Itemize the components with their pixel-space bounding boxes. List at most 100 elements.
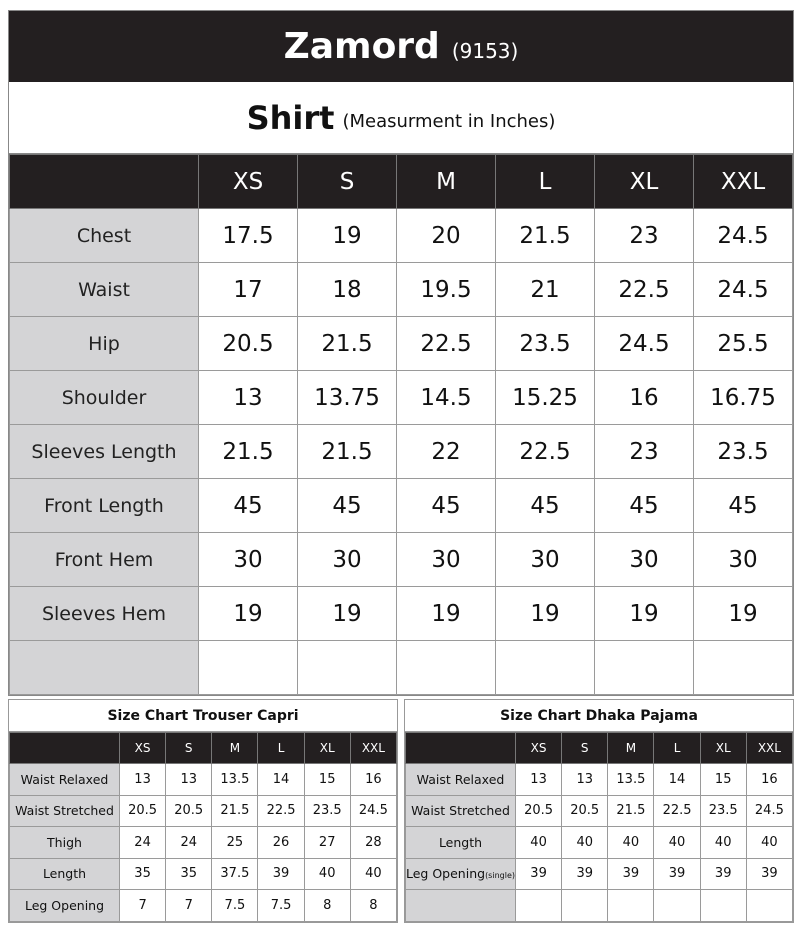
size-header: XS	[118, 732, 167, 764]
measurement-cell	[514, 889, 563, 922]
size-header: XXL	[349, 732, 398, 764]
measurement-cell: 13	[514, 763, 563, 796]
measurement-cell	[653, 889, 701, 922]
measurement-cell	[699, 889, 747, 922]
measurement-cell: 25	[211, 826, 259, 859]
header-blank	[9, 154, 199, 209]
measurement-cell: 19	[297, 208, 397, 263]
measurement-cell: 24.5	[745, 794, 794, 827]
measurement-cell: 7.5	[257, 889, 305, 922]
row-label-text: Thigh	[47, 834, 82, 850]
row-label-text: Waist Stretched	[411, 803, 510, 819]
measurement-cell: 30	[495, 532, 595, 587]
measurement-cell: 22.5	[396, 316, 496, 371]
row-label-note: (single)	[485, 871, 515, 881]
row-label-text: Leg Opening	[406, 866, 486, 882]
row-label-text: Waist Stretched	[15, 803, 114, 819]
measurement-cell: 45	[594, 478, 694, 533]
measurement-cell: 17.5	[198, 208, 298, 263]
measurement-cell: 45	[495, 478, 595, 533]
measurement-cell: 37.5	[211, 857, 259, 890]
measurement-cell	[396, 640, 496, 695]
row-label-text: Sleeves Length	[31, 440, 177, 463]
size-header: M	[211, 732, 259, 764]
measurement-cell: 39	[607, 857, 655, 890]
capri-table: XS S M L XL XXL Waist Relaxed 13 13 13.5 14 15 16 Wai…	[9, 732, 398, 922]
measurement-cell: 28	[349, 826, 398, 859]
row-label-text: Waist Relaxed	[20, 771, 109, 787]
size-header: XL	[699, 732, 747, 764]
measurement-cell: 22	[396, 424, 496, 479]
size-header: XL	[303, 732, 351, 764]
table-row: Length 35 35 37.5 39 40 40	[9, 857, 398, 890]
size-header: XL	[594, 154, 694, 209]
shirt-size-chart: Zamord (9153) Shirt (Measurment in Inche…	[8, 10, 794, 696]
measurement-cell: 14	[653, 763, 701, 796]
pajama-table: XS S M L XL XXL Waist Relaxed 13 13 13.5 14 15 16 Wai…	[405, 732, 794, 922]
size-header-row: XS S M L XL XXL	[9, 732, 398, 764]
measurement-cell: 40	[303, 857, 351, 890]
row-label: Leg Opening(single)	[405, 857, 516, 890]
measurement-cell: 39	[699, 857, 747, 890]
measurement-cell: 16	[745, 763, 794, 796]
shirt-table: XS S M L XL XXL Chest 17.5 19 20 21.5 23 24.5 Waist 17…	[9, 154, 793, 695]
measurement-cell: 24.5	[693, 262, 793, 317]
measurement-cell	[495, 640, 595, 695]
measurement-cell: 24	[165, 826, 213, 859]
measurement-cell: 30	[198, 532, 298, 587]
table-row: Waist Stretched 20.5 20.5 21.5 22.5 23.5 24.5	[9, 794, 398, 827]
measurement-cell: 40	[745, 826, 794, 859]
measurement-cell: 14	[257, 763, 305, 796]
unit-note: (Measurment in Inches)	[342, 111, 556, 132]
measurement-cell: 20.5	[198, 316, 298, 371]
table-row: Sleeves Hem 19 19 19 19 19 19	[9, 586, 793, 641]
measurement-cell: 16	[349, 763, 398, 796]
measurement-cell: 14.5	[396, 370, 496, 425]
size-header: XXL	[693, 154, 793, 209]
measurement-cell: 21.5	[297, 424, 397, 479]
measurement-cell	[198, 640, 298, 695]
row-label: Chest	[9, 208, 199, 263]
measurement-cell: 13	[198, 370, 298, 425]
brand-name: Zamord	[283, 26, 440, 67]
measurement-cell: 19	[693, 586, 793, 641]
row-label: Thigh	[9, 826, 120, 859]
row-label-text: Sleeves Hem	[41, 602, 167, 625]
measurement-cell	[561, 889, 609, 922]
row-label: Sleeves Length	[9, 424, 199, 479]
measurement-cell	[594, 640, 694, 695]
size-header: M	[396, 154, 496, 209]
row-label: Waist Relaxed	[9, 763, 120, 796]
measurement-cell: 24.5	[594, 316, 694, 371]
row-label: Waist Relaxed	[405, 763, 516, 796]
measurement-cell: 19	[495, 586, 595, 641]
measurement-cell: 13.5	[211, 763, 259, 796]
measurement-cell: 21.5	[211, 794, 259, 827]
measurement-cell: 16	[594, 370, 694, 425]
row-label: Shoulder	[9, 370, 199, 425]
row-label-text: Chest	[76, 224, 132, 247]
row-label-text: Hip	[88, 332, 120, 355]
measurement-cell: 39	[514, 857, 563, 890]
row-label: Front Length	[9, 478, 199, 533]
measurement-cell: 19	[198, 586, 298, 641]
size-header: XXL	[745, 732, 794, 764]
measurement-cell: 40	[607, 826, 655, 859]
pajama-size-chart: Size Chart Dhaka Pajama XS S M L XL XXL Waist …	[404, 699, 794, 923]
size-header: S	[561, 732, 609, 764]
size-header: L	[495, 154, 595, 209]
measurement-cell: 26	[257, 826, 305, 859]
header-blank	[9, 732, 120, 764]
measurement-cell: 39	[653, 857, 701, 890]
measurement-cell: 20.5	[165, 794, 213, 827]
measurement-cell: 45	[396, 478, 496, 533]
row-label	[405, 889, 516, 922]
measurement-cell: 20.5	[514, 794, 563, 827]
measurement-cell: 19.5	[396, 262, 496, 317]
measurement-cell: 39	[257, 857, 305, 890]
measurement-cell: 15	[699, 763, 747, 796]
table-row: Waist Stretched 20.5 20.5 21.5 22.5 23.5 24.5	[405, 794, 794, 827]
row-label: Waist Stretched	[9, 794, 120, 827]
row-label-text: Waist Relaxed	[416, 771, 505, 787]
capri-size-chart: Size Chart Trouser Capri XS S M L XL XXL Waist…	[8, 699, 398, 923]
